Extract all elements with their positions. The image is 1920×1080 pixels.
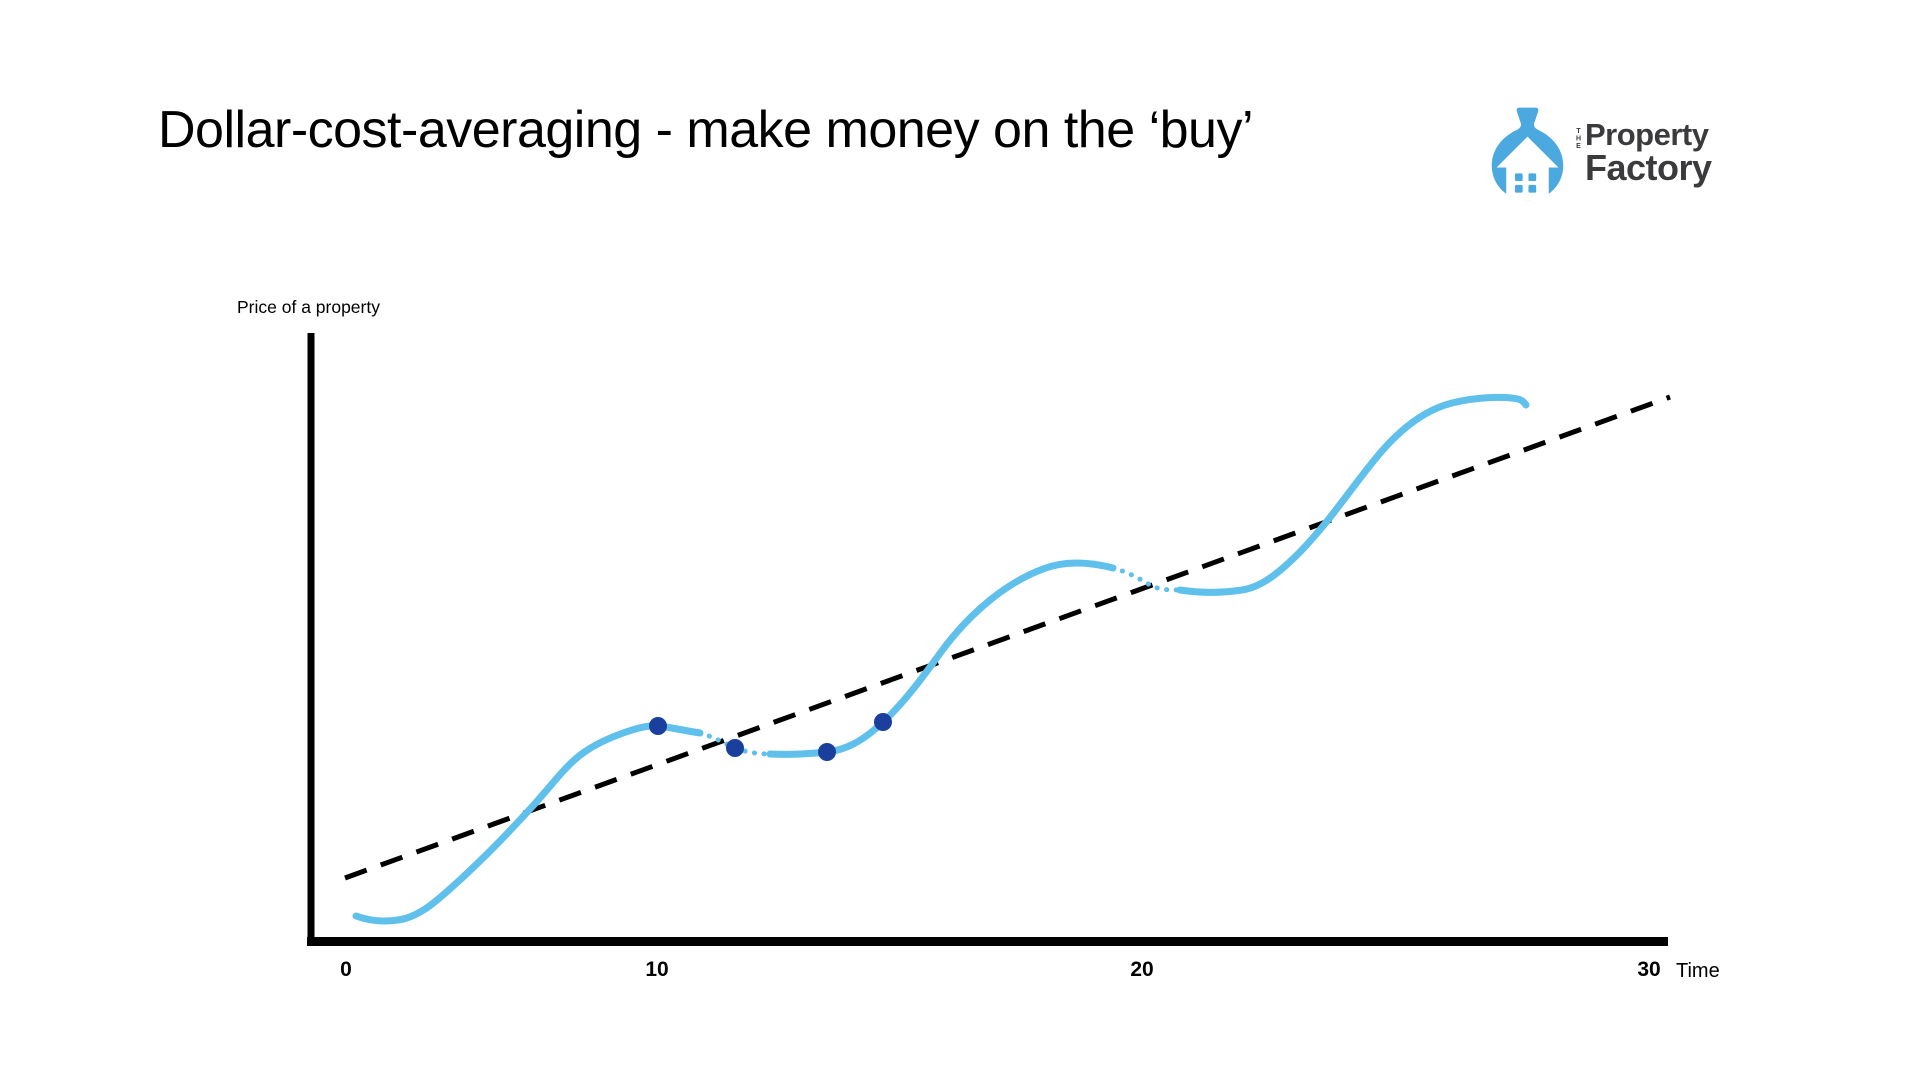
property-factory-logo: THE Property Factory bbox=[1485, 105, 1785, 205]
x-tick-30: 30 bbox=[1637, 958, 1661, 981]
buy-point-marker bbox=[874, 713, 892, 731]
y-axis-label: Price of a property bbox=[237, 297, 380, 317]
house-flask-icon bbox=[1491, 107, 1564, 201]
buy-point-marker bbox=[726, 739, 744, 757]
x-axis-label: Time bbox=[1676, 960, 1720, 982]
logo-the-text: THE bbox=[1575, 128, 1582, 151]
logo-property-text: Property bbox=[1585, 117, 1709, 152]
buy-point-marker bbox=[818, 743, 836, 761]
average-trend-dashed-line bbox=[344, 394, 1671, 881]
price-curve-solid bbox=[352, 393, 1530, 925]
slide-title: Dollar-cost-averaging - make money on th… bbox=[158, 101, 1254, 159]
buy-point-marker bbox=[649, 717, 667, 735]
x-tick-0: 0 bbox=[340, 958, 352, 981]
price-curve-dotted bbox=[697, 565, 1183, 757]
logo-factory-text: Factory bbox=[1585, 147, 1712, 188]
x-tick-10: 10 bbox=[645, 958, 669, 981]
x-tick-20: 20 bbox=[1130, 958, 1154, 981]
